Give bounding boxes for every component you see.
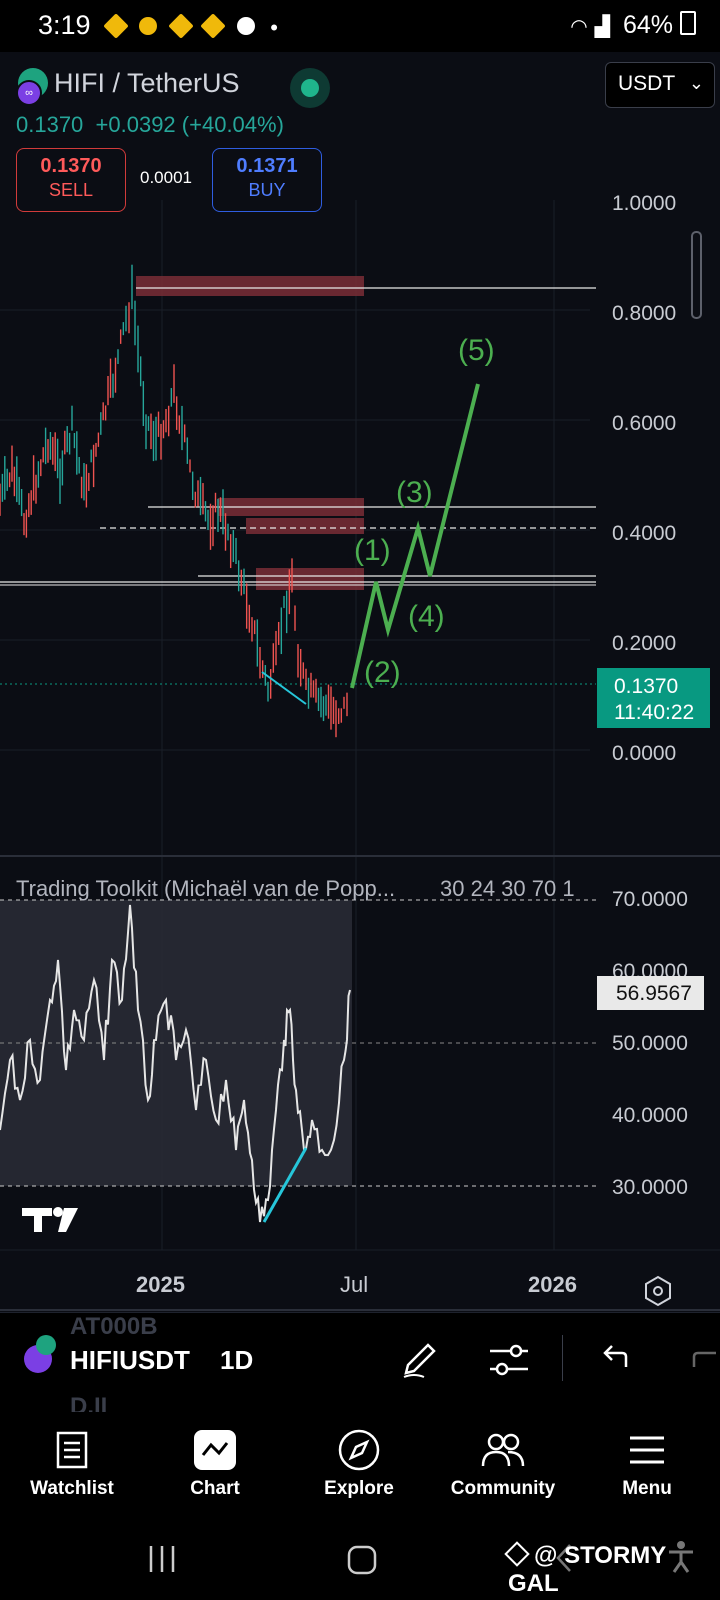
- wifi-icon: ◠: [570, 16, 588, 38]
- price-axis-label: 0.2000: [612, 632, 676, 655]
- chart-icon: [194, 1430, 236, 1470]
- status-bar: 3:19 • ◠ ▟ 64%: [0, 0, 720, 52]
- compass-icon: [338, 1429, 380, 1471]
- nav-label: Community: [450, 1478, 556, 1499]
- price-axis-label: 0.4000: [612, 522, 676, 545]
- price-tag-countdown: 11:40:22: [614, 701, 694, 724]
- price-axis-label: 1.0000: [612, 192, 676, 215]
- price-chart[interactable]: (1) (2) (3) (4) (5) 1.0000 0.8000 0.6000…: [0, 0, 720, 1312]
- bottom-navigation: Watchlist Chart Explore Community Menu: [0, 1412, 720, 1532]
- supply-zone: [256, 568, 364, 590]
- undo-icon[interactable]: [600, 1343, 634, 1373]
- price-axis-label: 0.0000: [612, 742, 676, 765]
- accessibility-icon[interactable]: [666, 1540, 696, 1574]
- nav-menu[interactable]: Menu: [587, 1422, 707, 1500]
- status-right: ◠ ▟ 64%: [570, 11, 696, 40]
- toolbar-divider: [562, 1335, 563, 1381]
- indicator-settings-icon[interactable]: [488, 1341, 530, 1379]
- chat-icon: [236, 17, 255, 35]
- nav-chart[interactable]: Chart: [155, 1422, 275, 1500]
- wave-label-5: (5): [458, 334, 495, 367]
- watchlist-icon: [56, 1431, 88, 1469]
- market-open-indicator: [290, 68, 330, 108]
- interval-button[interactable]: 1D: [220, 1345, 254, 1375]
- elliott-wave-path: [350, 383, 480, 689]
- currency-value: USDT: [618, 72, 676, 95]
- watermark-icon: [504, 1541, 530, 1567]
- watermark: @ STORMY GAL: [504, 1541, 720, 1598]
- indicator-title: Trading Toolkit (Michaël van de Popp...: [16, 876, 395, 901]
- community-icon: [481, 1433, 525, 1467]
- buy-price: 0.1371: [236, 155, 298, 177]
- nav-label: Watchlist: [30, 1478, 114, 1499]
- price-axis-label: 0.8000: [612, 302, 676, 325]
- menu-icon: [630, 1436, 664, 1464]
- chevron-down-icon: ⌄: [688, 73, 704, 93]
- chart-toolbar: AT000B D.II HIFIUSDT 1D: [0, 1312, 720, 1420]
- signal-icon: ▟: [594, 16, 611, 38]
- buy-label: BUY: [248, 180, 286, 200]
- indicator-axis-label: 30.0000: [612, 1176, 688, 1199]
- nav-label: Chart: [190, 1478, 240, 1499]
- indicator-value: 56.9567: [616, 982, 692, 1005]
- candlesticks: [0, 264, 348, 738]
- nav-label: Menu: [622, 1478, 672, 1499]
- wave-label-1: (1): [354, 534, 391, 567]
- last-price: 0.1370: [16, 112, 84, 137]
- status-time: 3:19: [38, 10, 91, 40]
- time-axis-label: 2026: [528, 1272, 577, 1297]
- supply-zone: [246, 518, 364, 534]
- price-tag-value: 0.1370: [614, 675, 678, 698]
- buy-button[interactable]: 0.1371 BUY: [212, 148, 322, 212]
- indicator-value-tag: [597, 976, 704, 1010]
- battery-icon: [680, 11, 696, 35]
- settings-icon[interactable]: [645, 1275, 671, 1307]
- wave-label-4: (4): [408, 600, 445, 633]
- wave-label-2: (2): [364, 656, 401, 689]
- wave-label-3: (3): [396, 476, 433, 509]
- rsi-line: [0, 904, 351, 1223]
- app-icon: [139, 17, 158, 35]
- indicator-axis-label: 40.0000: [612, 1104, 688, 1127]
- rsi-divergence-line: [262, 1147, 308, 1223]
- tradingview-logo: [22, 1207, 78, 1232]
- sell-button[interactable]: 0.1370 SELL: [16, 148, 126, 212]
- currency-select[interactable]: USDT ⌄: [605, 62, 715, 108]
- redo-icon[interactable]: [690, 1343, 720, 1373]
- ghost-text: AT000B: [70, 1313, 158, 1340]
- indicator-axis-label: 50.0000: [612, 1032, 688, 1055]
- recent-apps-icon[interactable]: [146, 1544, 178, 1574]
- status-dot: •: [270, 15, 278, 40]
- nav-watchlist[interactable]: Watchlist: [12, 1422, 132, 1500]
- watermark-text: @ STORMY GAL: [508, 1542, 666, 1597]
- scroll-handle: [691, 231, 702, 319]
- time-axis-label: 2025: [136, 1272, 185, 1297]
- nav-explore[interactable]: Explore: [299, 1422, 419, 1500]
- price-axis-label: 0.6000: [612, 412, 676, 435]
- sell-label: SELL: [48, 180, 94, 200]
- sell-price: 0.1370: [40, 155, 102, 177]
- indicator-axis-label: 70.0000: [612, 888, 688, 911]
- supply-zone: [136, 276, 364, 296]
- indicator-params: 30 24 30 70 1: [440, 876, 575, 901]
- nav-label: Explore: [324, 1478, 394, 1499]
- symbol-badge-icon: [36, 1335, 56, 1355]
- time-axis-label: Jul: [340, 1272, 368, 1297]
- back-icon[interactable]: [552, 1542, 576, 1574]
- battery-percent: 64%: [623, 11, 674, 39]
- spread-value: 0.0001: [140, 168, 192, 187]
- price-change: +0.0392: [95, 112, 176, 137]
- system-navigation: @ STORMY GAL: [0, 1532, 720, 1600]
- notification-icons: •: [102, 13, 278, 41]
- nav-community[interactable]: Community: [443, 1422, 563, 1500]
- divergence-line: [261, 671, 307, 705]
- draw-pencil-icon[interactable]: [400, 1339, 440, 1379]
- price-change-pct: (+40.04%): [181, 112, 284, 137]
- price-tag: [597, 668, 710, 728]
- home-icon[interactable]: [346, 1544, 378, 1576]
- symbol-title[interactable]: HIFI / TetherUS: [54, 68, 240, 98]
- tether-badge-icon: ∞: [16, 80, 42, 106]
- price-quote: 0.1370 +0.0392 (+40.04%): [16, 112, 284, 138]
- toolbar-symbol[interactable]: HIFIUSDT: [70, 1345, 190, 1375]
